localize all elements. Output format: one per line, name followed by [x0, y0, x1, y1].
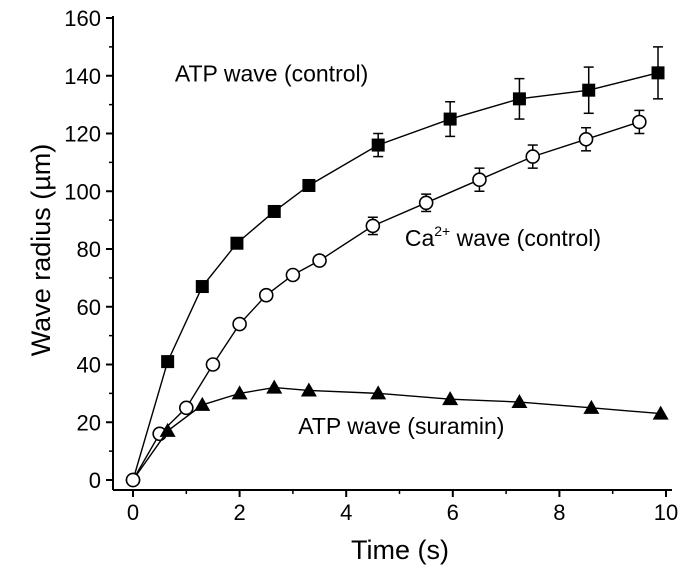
data-point	[525, 149, 541, 164]
x-tick-label: 6	[447, 500, 459, 525]
y-tick-label: 160	[64, 6, 101, 31]
data-point	[179, 400, 194, 416]
series-2	[125, 109, 647, 488]
series-line	[132, 121, 640, 481]
data-point	[125, 472, 141, 488]
data-point	[578, 131, 594, 147]
y-tick-label: 120	[64, 122, 101, 147]
data-point	[258, 287, 274, 303]
data-point	[194, 396, 211, 411]
data-point	[266, 379, 283, 394]
data-point	[652, 405, 669, 420]
data-point	[442, 391, 459, 406]
x-axis-title: Time (s)	[351, 535, 449, 565]
data-point	[418, 195, 434, 211]
y-tick-label: 20	[77, 410, 101, 435]
data-point	[651, 66, 665, 80]
data-point	[230, 236, 244, 250]
series-3	[125, 379, 669, 488]
data-point	[205, 357, 221, 372]
data-point	[370, 385, 387, 400]
data-point	[302, 178, 316, 192]
data-point	[267, 204, 281, 218]
data-point	[512, 92, 526, 106]
data-point	[231, 385, 248, 400]
data-point	[159, 422, 176, 437]
data-point	[371, 138, 385, 152]
y-tick-label: 100	[64, 179, 101, 204]
data-point	[472, 172, 487, 187]
annotation-ca-text: Ca	[405, 225, 435, 251]
y-tick-label: 80	[77, 237, 101, 262]
data-point	[195, 280, 209, 294]
x-tick-label: 2	[233, 500, 245, 525]
data-point	[443, 112, 457, 126]
y-tick-label: 60	[77, 295, 101, 320]
annotation-ca-suffix: wave (control)	[450, 225, 601, 251]
data-point	[582, 83, 596, 97]
x-tick-label: 4	[340, 500, 352, 525]
x-tick-label: 0	[127, 500, 139, 525]
data-point	[232, 316, 247, 332]
data-point	[511, 394, 528, 409]
x-tick-label: 8	[553, 500, 565, 525]
annotation-ca-control: Ca2+ wave (control)	[405, 223, 601, 251]
y-axis-title: Wave radius (µm)	[26, 144, 56, 357]
data-point	[632, 114, 647, 130]
y-tick-label: 140	[64, 64, 101, 89]
data-point	[312, 253, 327, 268]
annotation-atp-suramin: ATP wave (suramin)	[298, 413, 504, 439]
data-point	[365, 218, 381, 234]
annotation-atp-control: ATP wave (control)	[175, 61, 368, 87]
annotation-ca-superscript: 2+	[434, 223, 450, 239]
y-tick-label: 40	[77, 353, 101, 378]
data-point	[300, 382, 317, 397]
data-point	[285, 267, 301, 283]
y-tick-label: 0	[89, 468, 101, 493]
data-point	[161, 355, 175, 369]
x-tick-label: 10	[654, 500, 678, 525]
series-group	[125, 46, 669, 488]
data-point	[583, 399, 600, 414]
